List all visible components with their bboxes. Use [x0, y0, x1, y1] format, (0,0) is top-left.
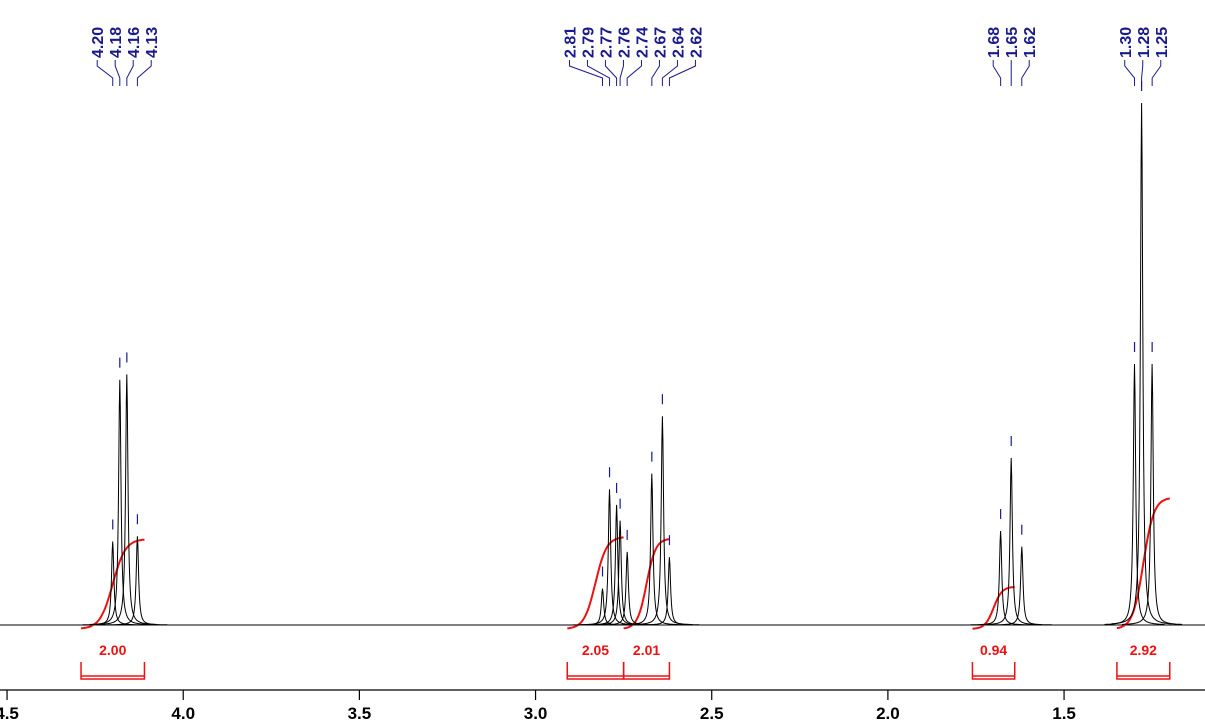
- peak-leader: [126, 60, 134, 86]
- peak-label: 1.30: [1118, 27, 1135, 58]
- peak-label: 2.77: [598, 27, 615, 58]
- peak-leader: [626, 60, 642, 86]
- peak-label: 1.62: [1022, 27, 1039, 58]
- integral-curve: [623, 538, 670, 630]
- x-tick-label: 4.0: [171, 704, 195, 723]
- peak-label: 2.76: [616, 27, 633, 58]
- peak: [579, 489, 640, 626]
- peak-label: 2.79: [580, 27, 597, 58]
- peak-label: 4.20: [90, 27, 107, 58]
- peak-leader: [1124, 60, 1136, 86]
- peak-leader: [568, 60, 603, 86]
- peak-leader: [114, 60, 121, 86]
- peak-label: 2.67: [652, 27, 669, 58]
- x-tick-label: 3.0: [524, 704, 548, 723]
- peak-label: 4.18: [108, 27, 125, 58]
- peak: [991, 546, 1052, 626]
- integral-label: 2.05: [582, 642, 609, 658]
- peak: [96, 374, 157, 625]
- peak-label: 2.81: [562, 27, 579, 58]
- peak: [597, 551, 658, 626]
- peak-label: 2.62: [688, 27, 705, 58]
- peak-leader: [586, 60, 611, 86]
- x-tick-label: 2.5: [700, 704, 724, 723]
- integral-label: 2.92: [1130, 642, 1157, 658]
- x-tick-label: 2.0: [876, 704, 900, 723]
- peak-leader: [1141, 60, 1144, 86]
- peak-label: 1.65: [1004, 27, 1021, 58]
- peak-leader: [651, 60, 660, 86]
- integral-label: 2.00: [99, 642, 126, 658]
- peak-leader: [619, 60, 624, 86]
- peak-leader: [992, 60, 1002, 86]
- peak-label: 2.74: [634, 27, 651, 58]
- peak-leader: [668, 60, 696, 86]
- peak: [981, 457, 1042, 626]
- integral-curve: [80, 538, 145, 630]
- peak: [1122, 363, 1183, 625]
- integral-bracket: [566, 662, 625, 680]
- peak-leader: [661, 60, 678, 86]
- peak-label: 1.28: [1136, 27, 1153, 58]
- peak-leader: [136, 60, 152, 86]
- peak-label: 2.64: [670, 27, 687, 58]
- peak-label: 1.68: [986, 27, 1003, 58]
- integral-curve: [567, 536, 624, 630]
- peak-leader: [1151, 60, 1162, 86]
- x-tick-label: 4.5: [0, 704, 19, 723]
- peak-leader: [96, 60, 114, 86]
- peak-leader: [604, 60, 618, 86]
- integral-label: 0.94: [980, 642, 1007, 658]
- x-tick-label: 3.5: [348, 704, 372, 723]
- integral-bracket: [971, 662, 1016, 680]
- integral-curve: [972, 586, 1015, 630]
- peak: [621, 473, 682, 626]
- integral-bracket: [1116, 662, 1171, 680]
- peak-label: 4.13: [144, 27, 161, 58]
- integral-bracket: [622, 662, 671, 680]
- x-tick-label: 1.5: [1052, 704, 1076, 723]
- peak-leader: [1021, 60, 1030, 86]
- integral-label: 2.01: [633, 642, 660, 658]
- peak: [632, 416, 693, 625]
- peak: [970, 530, 1031, 626]
- integral-curve: [1116, 497, 1170, 630]
- peak-label: 1.25: [1154, 27, 1171, 58]
- peak: [89, 379, 150, 625]
- peak: [1111, 102, 1172, 625]
- peak: [107, 536, 168, 626]
- integral-bracket: [80, 662, 146, 680]
- peak: [639, 557, 700, 626]
- peak-label: 4.16: [126, 27, 143, 58]
